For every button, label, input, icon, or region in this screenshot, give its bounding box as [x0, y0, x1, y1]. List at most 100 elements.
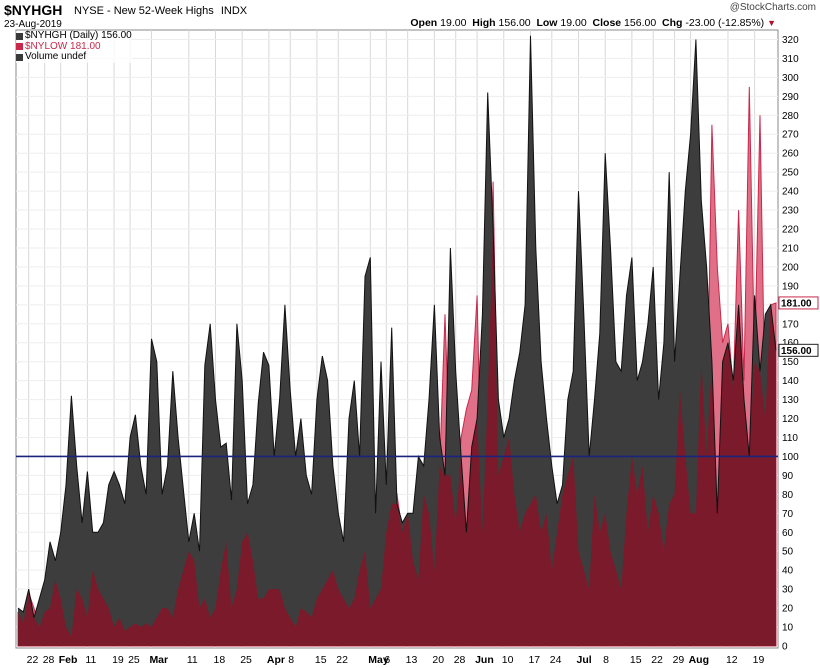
legend-swatch-lows: [16, 43, 23, 51]
legend-text-volume: Volume undef: [25, 51, 87, 62]
x-tick-label: Mar: [149, 654, 168, 666]
y-tick-label: 0: [782, 642, 788, 653]
y-tick-label: 320: [782, 35, 799, 46]
high-value: 156.00: [498, 17, 531, 29]
y-tick-label: 270: [782, 130, 799, 141]
x-tick-label: 15: [315, 654, 327, 666]
x-tick-label: 10: [502, 654, 514, 666]
chart-header: $NYHGH NYSE - New 52-Week Highs INDX 23-…: [4, 2, 816, 30]
x-tick-label: 13: [406, 654, 418, 666]
chart-legend: $NYHGH (Daily) 156.00 $NYLOW 181.00 Volu…: [16, 30, 132, 63]
legend-item-volume: Volume undef: [16, 51, 132, 63]
y-tick-label: 290: [782, 92, 799, 103]
x-tick-label: Apr: [267, 654, 285, 666]
low-label: Low: [536, 17, 558, 29]
x-tick-label: 19: [112, 654, 124, 666]
close-label: Close: [592, 17, 622, 29]
y-tick-label: 240: [782, 187, 799, 198]
series-area-nyhgh: [18, 35, 776, 646]
x-tick-label: 8: [288, 654, 294, 666]
y-tick-label: 310: [782, 54, 799, 65]
x-tick-label: 25: [128, 654, 140, 666]
y-tick-label: 120: [782, 414, 799, 425]
y-tick-label: 300: [782, 73, 799, 84]
price-label: 156.00: [781, 346, 812, 357]
y-tick-label: 250: [782, 168, 799, 179]
price-label: 181.00: [781, 298, 812, 309]
x-tick-label: 8: [603, 654, 609, 666]
price-label-box: [778, 296, 819, 310]
legend-item-lows: $NYLOW 181.00: [16, 40, 132, 53]
y-tick-label: 220: [782, 225, 799, 236]
price-label-box: [778, 343, 819, 357]
date-label: 23-Aug-2019: [4, 19, 62, 30]
x-tick-label: 11: [187, 654, 198, 666]
x-tick-label: 29: [673, 654, 685, 666]
y-tick-label: 230: [782, 206, 799, 217]
y-tick-label: 20: [782, 604, 794, 615]
x-tick-label: 12: [726, 654, 738, 666]
x-tick-label: 22: [651, 654, 663, 666]
x-tick-label: Jun: [475, 654, 494, 666]
brand-logo: @StockCharts.com: [729, 2, 816, 13]
y-tick-label: 170: [782, 319, 799, 330]
description-text: NYSE - New 52-Week Highs: [74, 5, 214, 17]
y-tick-label: 50: [782, 547, 794, 558]
legend-swatch-volume: [16, 53, 23, 61]
ohlc-readout: Open 19.00 High 156.00 Low 19.00 Close 1…: [410, 17, 776, 29]
y-tick-label: 260: [782, 149, 799, 160]
y-tick-label: 130: [782, 395, 799, 406]
series-line-nyhgh: [17, 35, 777, 618]
y-tick-label: 140: [782, 376, 799, 387]
chg-value: -23.00 (-12.85%): [685, 17, 765, 29]
y-tick-label: 90: [782, 471, 794, 482]
x-tick-label: 6: [384, 654, 390, 666]
description-label: NYSE - New 52-Week Highs INDX: [74, 5, 247, 17]
close-value: 156.00: [624, 17, 657, 29]
x-tick-label: Jul: [576, 654, 591, 666]
y-tick-label: 60: [782, 528, 794, 539]
symbol-label: $NYHGH: [4, 2, 63, 18]
x-tick-label: 20: [432, 654, 444, 666]
y-tick-label: 190: [782, 281, 799, 292]
legend-text-lows: $NYLOW 181.00: [25, 40, 101, 52]
chg-label: Chg: [662, 17, 683, 29]
y-tick-label: 280: [782, 111, 799, 122]
y-tick-label: 100: [782, 452, 799, 463]
y-tick-label: 110: [782, 433, 798, 444]
y-tick-label: 200: [782, 262, 799, 273]
down-arrow-icon: ▼: [767, 18, 776, 28]
x-tick-label: 28: [43, 654, 55, 666]
x-tick-label: 25: [240, 654, 252, 666]
x-tick-label: 19: [753, 654, 765, 666]
x-tick-label: 24: [550, 654, 562, 666]
open-label: Open: [410, 17, 438, 29]
x-tick-label: 15: [630, 654, 642, 666]
x-tick-label: 28: [454, 654, 466, 666]
x-tick-label: 18: [214, 654, 226, 666]
y-tick-label: 150: [782, 357, 799, 368]
y-tick-label: 160: [782, 338, 799, 349]
low-value: 19.00: [560, 17, 587, 29]
y-tick-label: 210: [782, 243, 799, 254]
x-tick-label: Feb: [59, 654, 78, 666]
y-tick-label: 30: [782, 585, 794, 596]
legend-swatch-highs: [16, 32, 23, 40]
x-tick-label: Aug: [689, 654, 709, 666]
x-tick-label: 22: [27, 654, 39, 666]
exchange-text: INDX: [220, 5, 248, 17]
y-tick-label: 10: [782, 623, 794, 634]
y-tick-label: 40: [782, 566, 794, 577]
legend-text-highs: $NYHGH (Daily) 156.00: [25, 30, 132, 41]
x-tick-label: May: [368, 654, 389, 666]
y-tick-label: 80: [782, 490, 794, 501]
open-value: 19.00: [440, 17, 467, 29]
x-tick-label: 11: [85, 654, 96, 666]
y-tick-label: 70: [782, 509, 794, 520]
x-tick-label: 17: [528, 654, 540, 666]
legend-item-highs: $NYHGH (Daily) 156.00: [16, 30, 132, 42]
high-label: High: [472, 17, 496, 29]
series-area-overlap: [18, 229, 776, 646]
x-tick-label: 22: [336, 654, 348, 666]
